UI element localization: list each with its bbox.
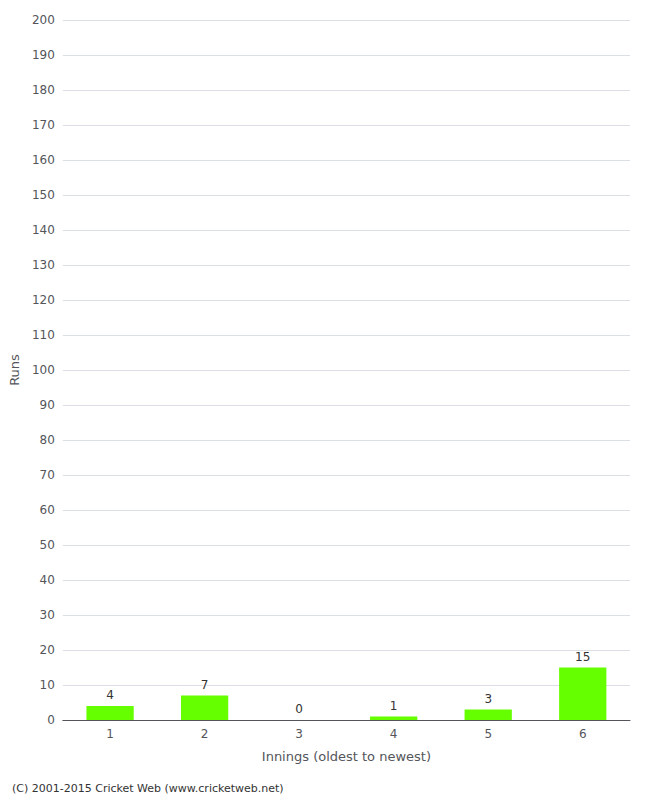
svg-text:70: 70: [40, 468, 55, 482]
svg-text:100: 100: [32, 363, 55, 377]
svg-text:0: 0: [295, 702, 303, 716]
svg-text:4: 4: [390, 727, 398, 741]
svg-text:7: 7: [201, 678, 209, 692]
svg-text:110: 110: [32, 328, 55, 342]
svg-text:Innings (oldest to newest): Innings (oldest to newest): [262, 749, 431, 764]
svg-text:190: 190: [32, 48, 55, 62]
svg-text:50: 50: [40, 538, 55, 552]
svg-text:0: 0: [47, 713, 55, 727]
svg-text:30: 30: [40, 608, 55, 622]
svg-text:3: 3: [484, 692, 492, 706]
svg-text:140: 140: [32, 223, 55, 237]
svg-text:120: 120: [32, 293, 55, 307]
svg-text:3: 3: [295, 727, 303, 741]
svg-text:130: 130: [32, 258, 55, 272]
svg-text:180: 180: [32, 83, 55, 97]
svg-text:20: 20: [40, 643, 55, 657]
svg-text:170: 170: [32, 118, 55, 132]
svg-text:200: 200: [32, 13, 55, 27]
svg-text:150: 150: [32, 188, 55, 202]
svg-text:15: 15: [575, 650, 590, 664]
svg-text:40: 40: [40, 573, 55, 587]
svg-text:1: 1: [390, 699, 398, 713]
svg-text:Runs: Runs: [7, 354, 22, 386]
svg-text:10: 10: [40, 678, 55, 692]
svg-text:(C) 2001-2015 Cricket Web (www: (C) 2001-2015 Cricket Web (www.cricketwe…: [12, 782, 284, 795]
svg-text:160: 160: [32, 153, 55, 167]
svg-text:4: 4: [106, 688, 114, 702]
svg-text:80: 80: [40, 433, 55, 447]
svg-text:1: 1: [106, 727, 114, 741]
svg-text:6: 6: [579, 727, 587, 741]
svg-text:2: 2: [201, 727, 209, 741]
svg-text:5: 5: [484, 727, 492, 741]
svg-text:90: 90: [40, 398, 55, 412]
svg-text:60: 60: [40, 503, 55, 517]
